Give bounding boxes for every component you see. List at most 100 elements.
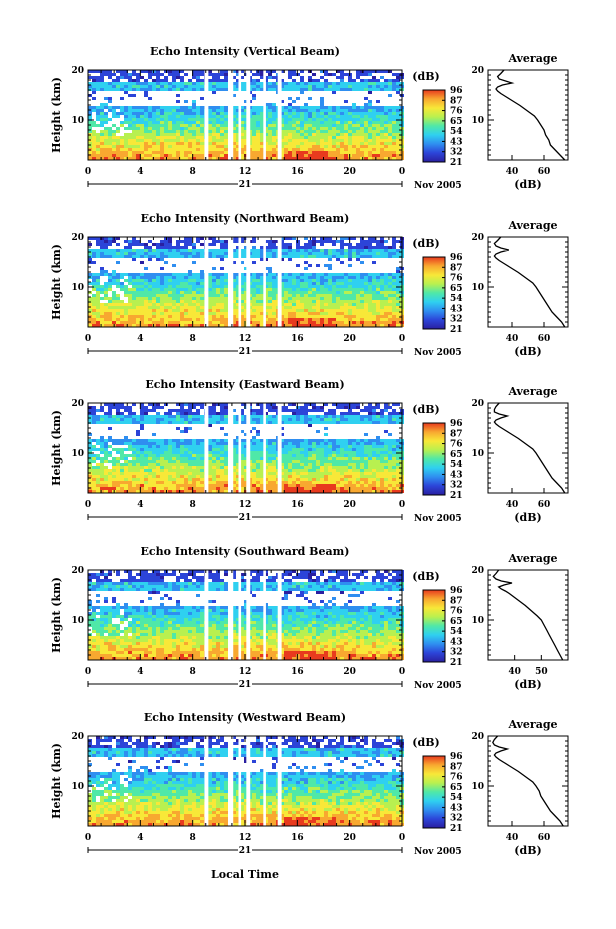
- colorbar-unit: (dB): [412, 237, 439, 250]
- data-gap: [227, 403, 234, 493]
- colorbar-tick-label: 21: [450, 491, 463, 501]
- data-gap: [227, 237, 234, 327]
- y-tick-label: 20: [71, 732, 84, 742]
- y-axis-label: Height (km): [50, 743, 63, 819]
- intensity-field: [88, 736, 404, 826]
- x-tick-label: 16: [291, 167, 304, 177]
- colorbar-tick-label: 43: [450, 803, 463, 813]
- colorbar-tick-label: 76: [450, 274, 463, 284]
- colorbar: [422, 422, 446, 496]
- x-tick-label: 0: [85, 833, 91, 843]
- x-tick-label: 4: [137, 833, 143, 843]
- intensity-field: [88, 403, 404, 493]
- profile-line: [495, 69, 566, 161]
- profile-x-tick-label: 60: [538, 500, 551, 510]
- intensity-field: [88, 70, 404, 160]
- data-gap: [204, 403, 209, 493]
- beam-panel-1: Echo Intensity (Northward Beam) 10 20 Heigh…: [50, 212, 569, 358]
- colorbar-tick-label: 76: [450, 607, 463, 617]
- data-gap: [277, 736, 282, 826]
- intensity-field: [88, 570, 404, 660]
- date-label: 21: [239, 680, 252, 690]
- y-tick-label: 10: [71, 283, 84, 293]
- colorbar-tick-label: 96: [450, 419, 463, 429]
- profile-x-tick-label: 40: [508, 667, 521, 677]
- profile-title: Average: [507, 552, 557, 565]
- x-tick-label: 20: [343, 667, 356, 677]
- profile-frame: [487, 735, 569, 827]
- profile-x-tick-label: 60: [538, 167, 551, 177]
- x-tick-label: 12: [239, 500, 252, 510]
- data-gap: [238, 237, 242, 327]
- data-gap: [263, 736, 266, 826]
- profile-x-tick-label: 40: [506, 500, 519, 510]
- x-tick-label: 0: [399, 167, 405, 177]
- profile-title: Average: [507, 385, 557, 398]
- x-tick-label: 8: [190, 334, 196, 344]
- date-label: 21: [239, 513, 252, 523]
- colorbar-tick-label: 21: [450, 824, 463, 834]
- date-label: 21: [239, 846, 252, 856]
- data-gap: [263, 570, 266, 660]
- profile-frame: [487, 69, 569, 161]
- data-gap: [204, 70, 209, 160]
- profile-line: [492, 569, 564, 661]
- data-gap: [238, 570, 242, 660]
- colorbar-tick-label: 32: [450, 814, 463, 824]
- y-tick-label: 20: [71, 66, 84, 76]
- x-tick-label: 16: [291, 667, 304, 677]
- profile-title: Average: [507, 219, 557, 232]
- beam-panel-3: Echo Intensity (Southward Beam) 10 20 Heigh…: [50, 545, 569, 691]
- profile-x-tick-label: 40: [506, 167, 519, 177]
- profile-x-label: (dB): [514, 678, 541, 691]
- profile-y-tick-label: 20: [471, 233, 484, 243]
- colorbar-tick-label: 43: [450, 304, 463, 314]
- y-tick-label: 20: [71, 566, 84, 576]
- colorbar-tick-label: 87: [450, 762, 463, 772]
- x-tick-label: 0: [85, 334, 91, 344]
- x-tick-label: 4: [137, 667, 143, 677]
- colorbar-unit: (dB): [412, 70, 439, 83]
- profile-y-tick-label: 10: [471, 283, 484, 293]
- profile-x-tick-label: 40: [506, 334, 519, 344]
- colorbar-tick-label: 21: [450, 158, 463, 168]
- x-tick-label: 16: [291, 334, 304, 344]
- profile-frame: [487, 402, 569, 494]
- x-tick-label: 16: [291, 833, 304, 843]
- x-tick-label: 0: [399, 833, 405, 843]
- x-tick-label: 16: [291, 500, 304, 510]
- data-gap: [246, 403, 251, 493]
- data-gap: [204, 237, 209, 327]
- profile-y-tick-label: 20: [471, 566, 484, 576]
- data-gap: [238, 70, 242, 160]
- month-label: Nov 2005: [414, 181, 462, 191]
- colorbar-tick-label: 87: [450, 596, 463, 606]
- panel-title: Echo Intensity (Westward Beam): [144, 711, 346, 724]
- date-label: 21: [239, 180, 252, 190]
- profile-line: [493, 402, 566, 494]
- colorbar: [422, 89, 446, 163]
- colorbar: [422, 589, 446, 663]
- colorbar-tick-label: 87: [450, 96, 463, 106]
- panel-title: Echo Intensity (Vertical Beam): [150, 45, 340, 58]
- data-gap: [246, 736, 251, 826]
- data-gap: [204, 736, 209, 826]
- data-gap: [277, 70, 282, 160]
- x-tick-label: 0: [85, 500, 91, 510]
- x-tick-label: 0: [85, 167, 91, 177]
- beam-panel-0: Echo Intensity (Vertical Beam) 10 20 Height…: [50, 45, 569, 191]
- profile-y-tick-label: 10: [471, 116, 484, 126]
- colorbar-tick-label: 96: [450, 586, 463, 596]
- beam-panel-2: Echo Intensity (Eastward Beam) 10 20 Height…: [50, 378, 569, 524]
- profile-y-tick-label: 20: [471, 66, 484, 76]
- x-tick-label: 12: [239, 667, 252, 677]
- data-gap: [227, 736, 234, 826]
- x-tick-label: 0: [399, 500, 405, 510]
- colorbar-tick-label: 32: [450, 648, 463, 658]
- colorbar-tick-label: 54: [450, 294, 463, 304]
- month-label: Nov 2005: [414, 681, 462, 691]
- x-tick-label: 4: [137, 334, 143, 344]
- x-axis-label: Local Time: [211, 868, 279, 881]
- panel-title: Echo Intensity (Southward Beam): [141, 545, 350, 558]
- colorbar-tick-label: 76: [450, 107, 463, 117]
